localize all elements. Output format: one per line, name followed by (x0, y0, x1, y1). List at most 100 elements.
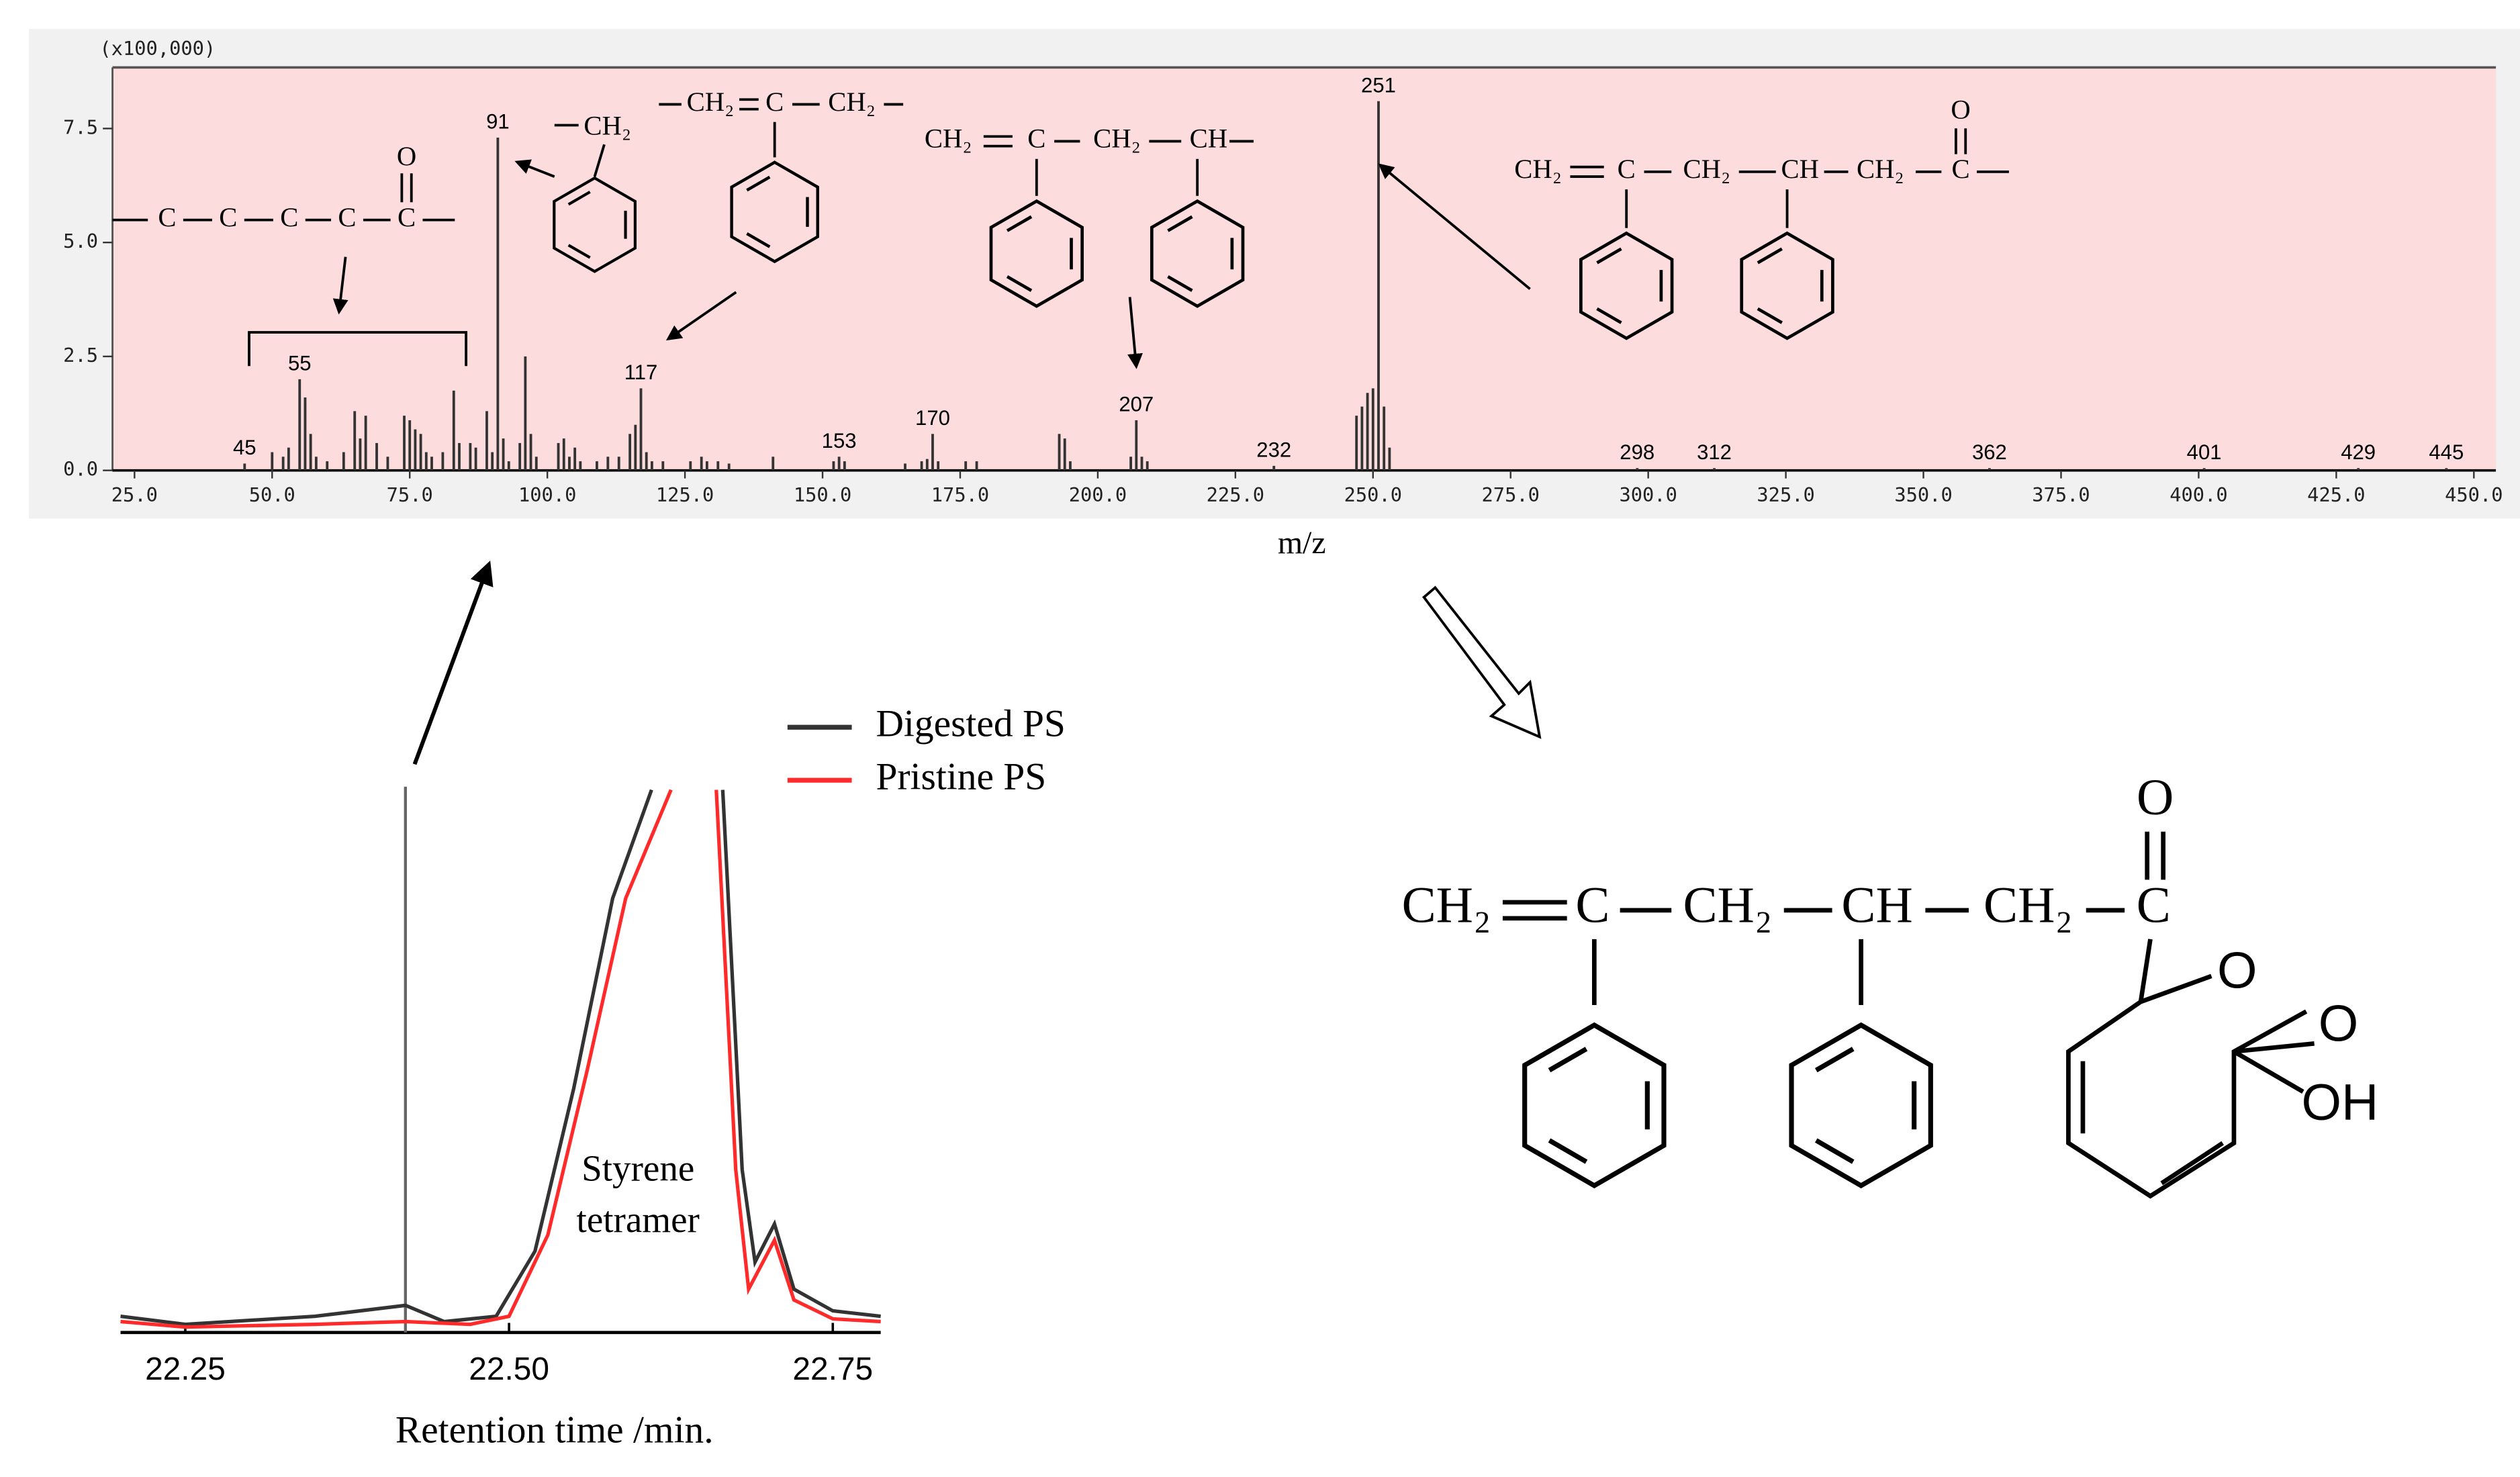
peak (557, 442, 560, 471)
arrow (412, 561, 494, 765)
peak (727, 463, 731, 471)
x-tick-label: 100.0 (518, 483, 576, 506)
peak (650, 461, 653, 471)
peak (645, 452, 648, 471)
x-tick-label: 50.0 (249, 483, 295, 506)
x-tick-label: 400.0 (2169, 483, 2227, 506)
peak (1135, 420, 1138, 471)
atom: CH₂ (1683, 876, 1772, 933)
x-axis-label: Retention time /min. (395, 1409, 714, 1451)
peak (716, 461, 720, 471)
peak (2202, 468, 2206, 471)
peak-label: 251 (1361, 73, 1396, 97)
peak (243, 463, 246, 471)
peak (1988, 468, 1991, 471)
x-tick-label: 450.0 (2445, 483, 2503, 506)
x-tick-label: 22.75 (792, 1351, 873, 1387)
peak (1063, 438, 1066, 471)
peak (271, 452, 274, 471)
peak (837, 457, 841, 471)
x-tick-label: 75.0 (387, 483, 433, 506)
peak (496, 137, 500, 471)
atom: CH₂ (1984, 876, 2073, 933)
peak (1272, 465, 1276, 471)
peak-label: 91 (486, 110, 510, 134)
peak (634, 424, 637, 471)
peak (414, 429, 417, 471)
atom: C (1027, 124, 1045, 154)
peak (904, 463, 906, 471)
peak (617, 457, 620, 471)
peak (491, 452, 494, 471)
x-tick-label: 425.0 (2307, 483, 2365, 506)
peak-label: 45 (233, 436, 256, 459)
peak (342, 452, 345, 471)
peak (689, 461, 692, 471)
peak (287, 447, 290, 471)
peak (1366, 393, 1369, 471)
atom: C (765, 87, 784, 117)
x-tick-label: 325.0 (1757, 483, 1814, 506)
peak (408, 420, 412, 471)
peak (925, 459, 929, 471)
atom: CH₂ (1857, 154, 1904, 184)
fragment-c: CH₂ C CH₂ (659, 87, 904, 341)
peak (419, 434, 422, 471)
peak (353, 411, 357, 471)
atom: OH (2301, 1074, 2378, 1131)
peak (1355, 416, 1358, 471)
peak (281, 457, 285, 471)
peak (518, 442, 522, 471)
atom: C (1618, 154, 1636, 184)
atom: CH₂ (1093, 124, 1141, 154)
peak (606, 457, 610, 471)
peak (628, 434, 632, 471)
annotation: Styrene (581, 1147, 694, 1188)
peak (424, 452, 428, 471)
peak (1069, 461, 1072, 471)
peak (843, 461, 846, 471)
peak (1146, 461, 1149, 471)
atom: CH (1841, 876, 1912, 933)
x-tick-label: 175.0 (931, 483, 989, 506)
peak (441, 452, 445, 471)
y-tick-label: 7.5 (63, 115, 98, 138)
peak-label: 312 (1697, 440, 1732, 464)
peak-label: 429 (2341, 440, 2376, 464)
peak-label: 232 (1256, 438, 1291, 462)
peak (1129, 457, 1133, 471)
atom: C (2137, 876, 2171, 933)
x-tick-label: 200.0 (1069, 483, 1127, 506)
peak (832, 461, 835, 471)
peak (1636, 468, 1639, 471)
x-tick-label: 300.0 (1619, 483, 1677, 506)
peak (485, 411, 488, 471)
fragment-a: C C C C C O (112, 141, 468, 367)
peak (562, 438, 565, 471)
peak (568, 457, 571, 471)
peak (931, 434, 934, 471)
peak (1713, 468, 1716, 471)
peak (975, 461, 978, 471)
peak (364, 416, 367, 471)
legend-label: Pristine PS (876, 755, 1046, 798)
peak (304, 397, 307, 471)
peak (298, 379, 301, 471)
atom: CH₂ (925, 124, 972, 154)
x-tick-label: 275.0 (1482, 483, 1540, 506)
peak (1371, 388, 1374, 471)
fragment-e: CH₂ C CH₂ CH CH₂ C O (1378, 95, 2009, 338)
x-tick-label: 125.0 (656, 483, 714, 506)
peak (772, 457, 775, 471)
atom: CH₂ (1514, 154, 1562, 184)
legend-label: Digested PS (876, 702, 1065, 745)
peak (529, 434, 532, 471)
spectrum: (x100,000) m/z 0.0 2.5 5.0 7.5 25.0 50.0 75.0 100… (63, 37, 2503, 561)
atom: C (219, 202, 237, 232)
peak (474, 447, 477, 471)
peak (964, 461, 968, 471)
x-tick-label: 225.0 (1207, 483, 1264, 506)
peak-label: 362 (1972, 440, 2007, 464)
atom: C (338, 202, 356, 232)
fragment-b: CH₂ (514, 111, 635, 272)
